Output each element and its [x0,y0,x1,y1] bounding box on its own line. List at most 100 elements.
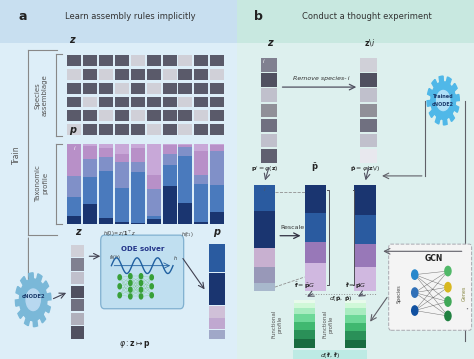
Text: cNODE2: cNODE2 [432,102,454,107]
Bar [163,145,176,154]
Bar [178,157,192,203]
Bar [131,69,145,80]
Bar [360,103,377,117]
Bar [71,245,84,257]
Text: Species
assemblage: Species assemblage [35,74,48,116]
Bar [67,196,82,215]
Bar [194,144,209,151]
Bar [83,97,97,107]
Bar [294,308,315,314]
Bar [163,83,176,94]
Bar [115,97,129,107]
Text: GCN: GCN [425,254,443,263]
Bar [261,58,277,72]
Bar [360,134,377,148]
Bar [345,340,366,348]
Bar [354,267,375,291]
Bar [99,110,113,121]
Bar [178,145,192,147]
Bar [99,157,113,171]
Text: $\mathbf{z} \backslash i$: $\mathbf{z} \backslash i$ [364,37,374,48]
Bar [294,330,315,339]
Bar [194,151,209,175]
Bar [261,73,277,87]
Bar [210,151,224,185]
Bar [360,149,377,163]
Bar [71,299,84,311]
Bar [360,88,377,102]
Bar [71,326,84,339]
Circle shape [411,270,418,279]
Bar [99,218,113,224]
Bar [345,331,366,340]
Bar [209,306,225,318]
Bar [83,83,97,94]
Text: cNODE2: cNODE2 [21,294,45,299]
Circle shape [139,274,143,279]
Circle shape [437,90,450,111]
Bar [254,248,275,267]
Bar [294,322,315,330]
Bar [83,144,97,146]
Bar [147,219,161,224]
Bar [210,69,224,80]
Bar [163,124,176,135]
Bar [292,350,367,359]
Polygon shape [16,273,51,327]
Bar [345,323,366,331]
Bar [131,83,145,94]
Text: $h(t_1)$: $h(t_1)$ [181,230,194,239]
Text: Remove species- i: Remove species- i [293,76,350,81]
Bar [194,55,209,66]
Bar [67,144,82,176]
Bar [178,144,192,145]
Text: Functional
profile: Functional profile [323,310,334,338]
Bar [115,110,129,121]
Text: p: p [69,125,76,135]
Circle shape [139,280,143,285]
Bar [304,185,326,214]
Bar [194,124,209,135]
Bar [304,263,326,291]
Bar [147,216,161,219]
Bar [115,188,129,223]
Bar [71,272,84,284]
Text: z: z [267,38,273,48]
FancyBboxPatch shape [100,235,183,309]
Text: Train: Train [12,145,21,164]
Bar [194,69,209,80]
Bar [294,339,315,348]
Bar [163,154,176,165]
Bar [67,83,82,94]
Bar [71,258,84,271]
Circle shape [150,284,153,289]
Bar [115,144,129,154]
Bar [115,154,129,162]
Circle shape [129,294,132,299]
Bar [131,55,145,66]
Text: i: i [263,59,264,64]
Bar [294,300,315,303]
Bar [294,314,315,322]
Bar [67,215,82,224]
Bar [210,185,224,212]
Circle shape [129,287,132,292]
Bar [99,83,113,94]
Circle shape [411,306,418,315]
Bar [163,69,176,80]
Bar [210,83,224,94]
Text: $\bar{\mathbf{p}}$: $\bar{\mathbf{p}}$ [311,161,319,174]
Bar [360,58,377,72]
Text: i: i [264,187,265,192]
Bar [131,110,145,121]
Bar [209,273,225,305]
Bar [131,97,145,107]
Bar [294,303,315,308]
Bar [163,97,176,107]
Bar [147,175,161,189]
Bar [163,186,176,224]
Bar [131,172,145,223]
Bar [99,148,113,157]
Bar [178,110,192,121]
Bar [115,162,129,188]
